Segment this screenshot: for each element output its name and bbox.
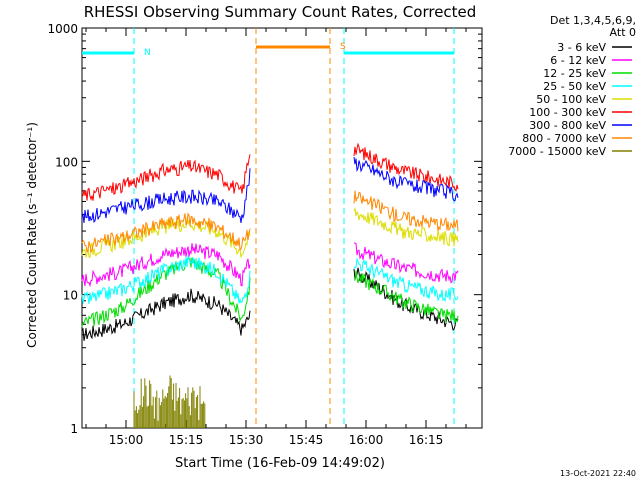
y-tick-label: 1000 <box>47 22 78 36</box>
x-tick-label: 16:00 <box>349 433 384 447</box>
x-tick-label: 15:30 <box>229 433 264 447</box>
x-tick-label: 15:15 <box>169 433 204 447</box>
chart-title: RHESSI Observing Summary Count Rates, Co… <box>84 3 477 21</box>
legend-label: 6 - 12 keV <box>550 54 606 67</box>
series-line <box>81 156 459 223</box>
x-tick-label: 15:45 <box>289 433 324 447</box>
series-line <box>81 142 459 201</box>
legend-label: 50 - 100 keV <box>536 93 606 106</box>
legend-title: Att 0 <box>610 26 636 39</box>
legend-label: 300 - 800 keV <box>529 119 606 132</box>
legend-label: 7000 - 15000 keV <box>508 145 606 158</box>
series-line <box>81 190 459 254</box>
interval-label: N <box>144 48 151 58</box>
series-line <box>81 267 459 341</box>
footer-date: 13-Oct-2021 22:40 <box>560 469 636 478</box>
series-line <box>81 254 459 304</box>
y-axis-label: Corrected Count Rate (s⁻¹ detector⁻¹) <box>25 122 39 348</box>
legend-label: 12 - 25 keV <box>543 67 606 80</box>
plot-frame <box>81 27 483 429</box>
series-line <box>81 257 459 328</box>
y-tick-label: 100 <box>55 155 78 169</box>
x-axis-label: Start Time (16-Feb-09 14:49:02) <box>175 456 385 471</box>
legend-label: 100 - 300 keV <box>529 106 606 119</box>
y-tick-label: 1 <box>70 422 78 436</box>
legend-label: 800 - 7000 keV <box>522 132 606 145</box>
legend-title: Det 1,3,4,5,6,9, <box>550 14 636 27</box>
legend-label: 25 - 50 keV <box>543 80 606 93</box>
legend-label: 3 - 6 keV <box>557 41 606 54</box>
interval-label: S <box>340 42 346 52</box>
x-tick-label: 16:15 <box>409 433 444 447</box>
y-tick-label: 10 <box>63 289 78 303</box>
x-tick-label: 15:00 <box>109 433 144 447</box>
series-line <box>81 242 459 288</box>
